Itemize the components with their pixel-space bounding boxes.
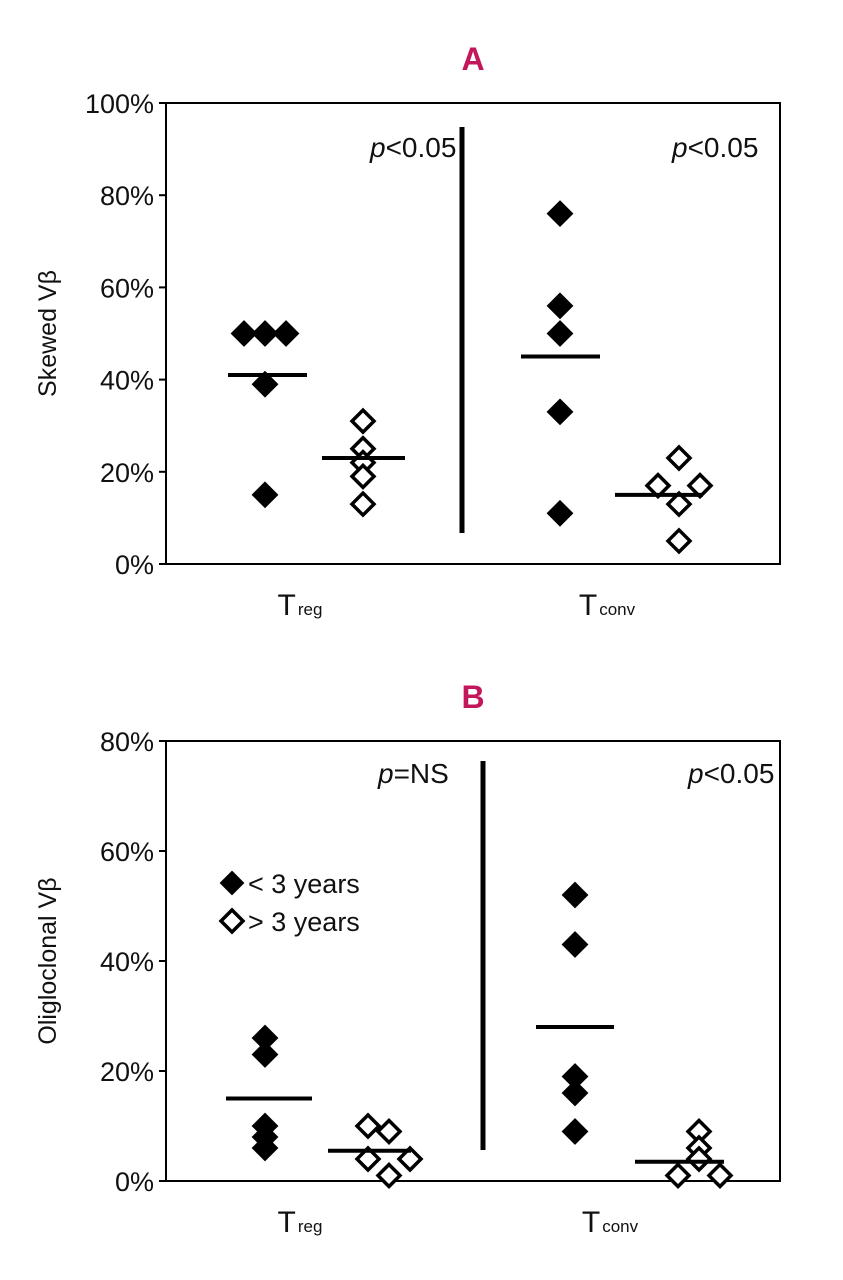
plot-frame	[165, 740, 781, 1182]
p-value: p<0.05	[687, 758, 774, 789]
y-tick-label: 20%	[100, 458, 154, 488]
data-point-open	[375, 1118, 403, 1145]
p-value: p=NS	[377, 758, 449, 789]
y-tick-label: 80%	[100, 727, 154, 757]
data-point-open	[349, 490, 377, 518]
p-value-symbol: p	[369, 132, 386, 163]
p-value-text: <0.05	[386, 132, 457, 163]
data-point-filled	[561, 931, 589, 958]
data-point-filled	[561, 1118, 589, 1145]
y-tick-label: 40%	[100, 947, 154, 977]
y-tick-label: 0%	[115, 550, 154, 580]
panel-title: A	[461, 41, 484, 77]
data-point-filled	[251, 481, 279, 509]
data-point-filled	[251, 370, 279, 398]
data-point-open	[664, 1162, 692, 1189]
y-tick-label: 80%	[100, 181, 154, 211]
p-value-text: <0.05	[688, 132, 759, 163]
legend-label: < 3 years	[248, 869, 360, 899]
data-point-filled	[561, 881, 589, 909]
data-point-filled	[230, 320, 258, 347]
category-label-sub: reg	[298, 1217, 323, 1236]
data-point-filled	[272, 320, 300, 347]
data-point-open	[706, 1162, 734, 1189]
data-point-filled	[546, 200, 574, 228]
p-value-symbol: p	[377, 758, 394, 789]
data-point-open	[375, 1162, 403, 1189]
data-point-open	[354, 1112, 382, 1140]
category-label-sub: reg	[298, 600, 323, 619]
y-axis-label: Skewed Vβ	[34, 270, 62, 397]
category-label-sub: conv	[602, 1217, 638, 1236]
data-point-filled	[251, 320, 279, 347]
data-point-open	[349, 407, 377, 435]
category-label-main: T	[582, 1206, 600, 1239]
data-point-filled	[546, 292, 574, 320]
y-tick-label: 100%	[85, 89, 154, 119]
y-tick-label: 40%	[100, 366, 154, 396]
data-point-filled	[251, 1134, 279, 1162]
y-tick-label: 20%	[100, 1057, 154, 1087]
y-axis-label: Oligloclonal Vβ	[34, 877, 62, 1044]
data-point-filled	[546, 398, 574, 426]
legend-label: > 3 years	[248, 907, 360, 937]
p-value-text: =NS	[394, 758, 449, 789]
category-label-main: T	[278, 1206, 296, 1239]
p-value-text: <0.05	[704, 758, 775, 789]
category-label-main: T	[579, 589, 597, 622]
p-value: p<0.05	[369, 132, 456, 163]
data-point-open	[396, 1145, 424, 1173]
panel-title: B	[461, 679, 484, 715]
data-point-open	[354, 1145, 382, 1173]
data-point-filled	[546, 320, 574, 347]
y-tick-label: 0%	[115, 1167, 154, 1197]
legend-marker-filled	[219, 870, 245, 896]
p-value-symbol: p	[687, 758, 704, 789]
data-point-open	[349, 462, 377, 490]
data-point-open	[665, 444, 693, 472]
data-point-filled	[546, 499, 574, 527]
legend-marker-open	[218, 907, 246, 935]
data-point-open	[685, 1145, 713, 1173]
y-tick-label: 60%	[100, 837, 154, 867]
data-point-filled	[561, 1079, 589, 1107]
data-point-open	[665, 527, 693, 555]
panel-a: A0%20%40%60%80%100%Skewed Vβp<0.05T regp<…	[34, 41, 781, 622]
p-value-symbol: p	[671, 132, 688, 163]
data-point-open	[665, 490, 693, 518]
panel-b: B0%20%40%60%80%Oligloclonal Vβp=NST regp<…	[34, 679, 781, 1239]
data-point-filled	[251, 1041, 279, 1068]
plot-frame	[165, 102, 781, 565]
category-label-sub: conv	[599, 600, 635, 619]
category-label-main: T	[278, 589, 296, 622]
y-tick-label: 60%	[100, 273, 154, 303]
p-value: p<0.05	[671, 132, 758, 163]
